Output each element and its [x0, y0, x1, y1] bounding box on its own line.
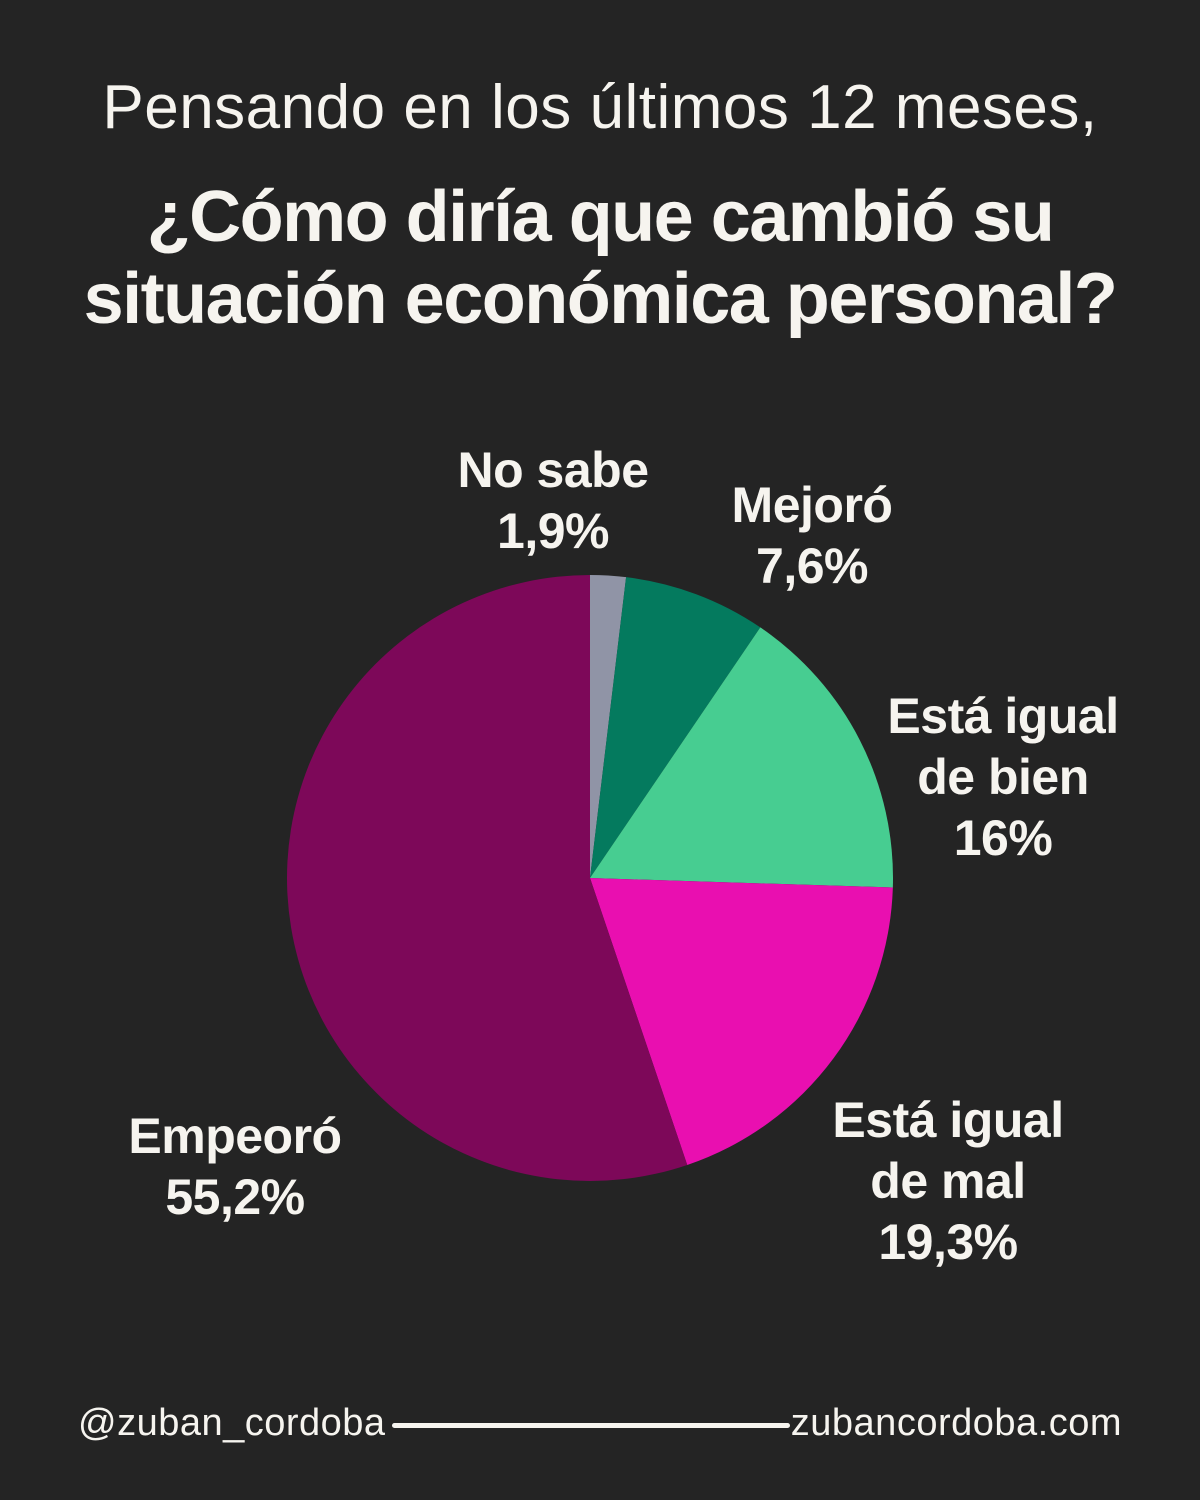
pie-slice-est-igual-de-bien	[590, 627, 893, 888]
pie-chart-svg	[287, 575, 893, 1181]
label-mejoro: Mejoró 7,6%	[732, 475, 893, 597]
label-mejoro-text: Mejoró	[731, 477, 893, 533]
pie-slice-empeor-	[287, 575, 688, 1181]
website-url: zubancordoba.com	[790, 1402, 1122, 1444]
label-no-sabe: No sabe 1,9%	[457, 440, 649, 562]
label-esta-igual-de-bien-text-2: de bien	[917, 749, 1089, 805]
footer: @zuban_cordoba zubancordoba.com	[0, 1396, 1200, 1456]
label-empeoro: Empeoró 55,2%	[128, 1106, 342, 1228]
question-line-1: ¿Cómo diría que cambió su	[146, 177, 1055, 257]
question-title: ¿Cómo diría que cambió su situación econ…	[0, 176, 1200, 340]
pie-slice-no-sabe	[590, 575, 627, 878]
label-esta-igual-de-mal-value: 19,3%	[878, 1214, 1018, 1270]
label-empeoro-text: Empeoró	[128, 1108, 342, 1164]
label-esta-igual-de-mal: Está igual de mal 19,3%	[832, 1090, 1064, 1273]
intro-title: Pensando en los últimos 12 meses,	[102, 73, 1098, 142]
label-esta-igual-de-bien: Está igual de bien 16%	[887, 686, 1119, 869]
footer-divider-line	[392, 1423, 790, 1428]
label-esta-igual-de-bien-text-1: Está igual	[887, 688, 1119, 744]
label-esta-igual-de-bien-value: 16%	[953, 810, 1053, 866]
label-no-sabe-value: 1,9%	[497, 503, 609, 559]
social-handle: @zuban_cordoba	[78, 1402, 386, 1444]
pie-slice-mejor-	[590, 577, 761, 878]
pie-chart	[287, 575, 893, 1181]
question-line-2: situación económica personal?	[83, 259, 1118, 340]
label-empeoro-value: 55,2%	[165, 1169, 305, 1225]
label-esta-igual-de-mal-text-2: de mal	[870, 1153, 1026, 1209]
pie-slice-est-igual-de-mal	[590, 878, 893, 1165]
label-mejoro-value: 7,6%	[756, 538, 868, 594]
label-esta-igual-de-mal-text-1: Está igual	[832, 1092, 1064, 1148]
label-no-sabe-text: No sabe	[457, 442, 649, 498]
